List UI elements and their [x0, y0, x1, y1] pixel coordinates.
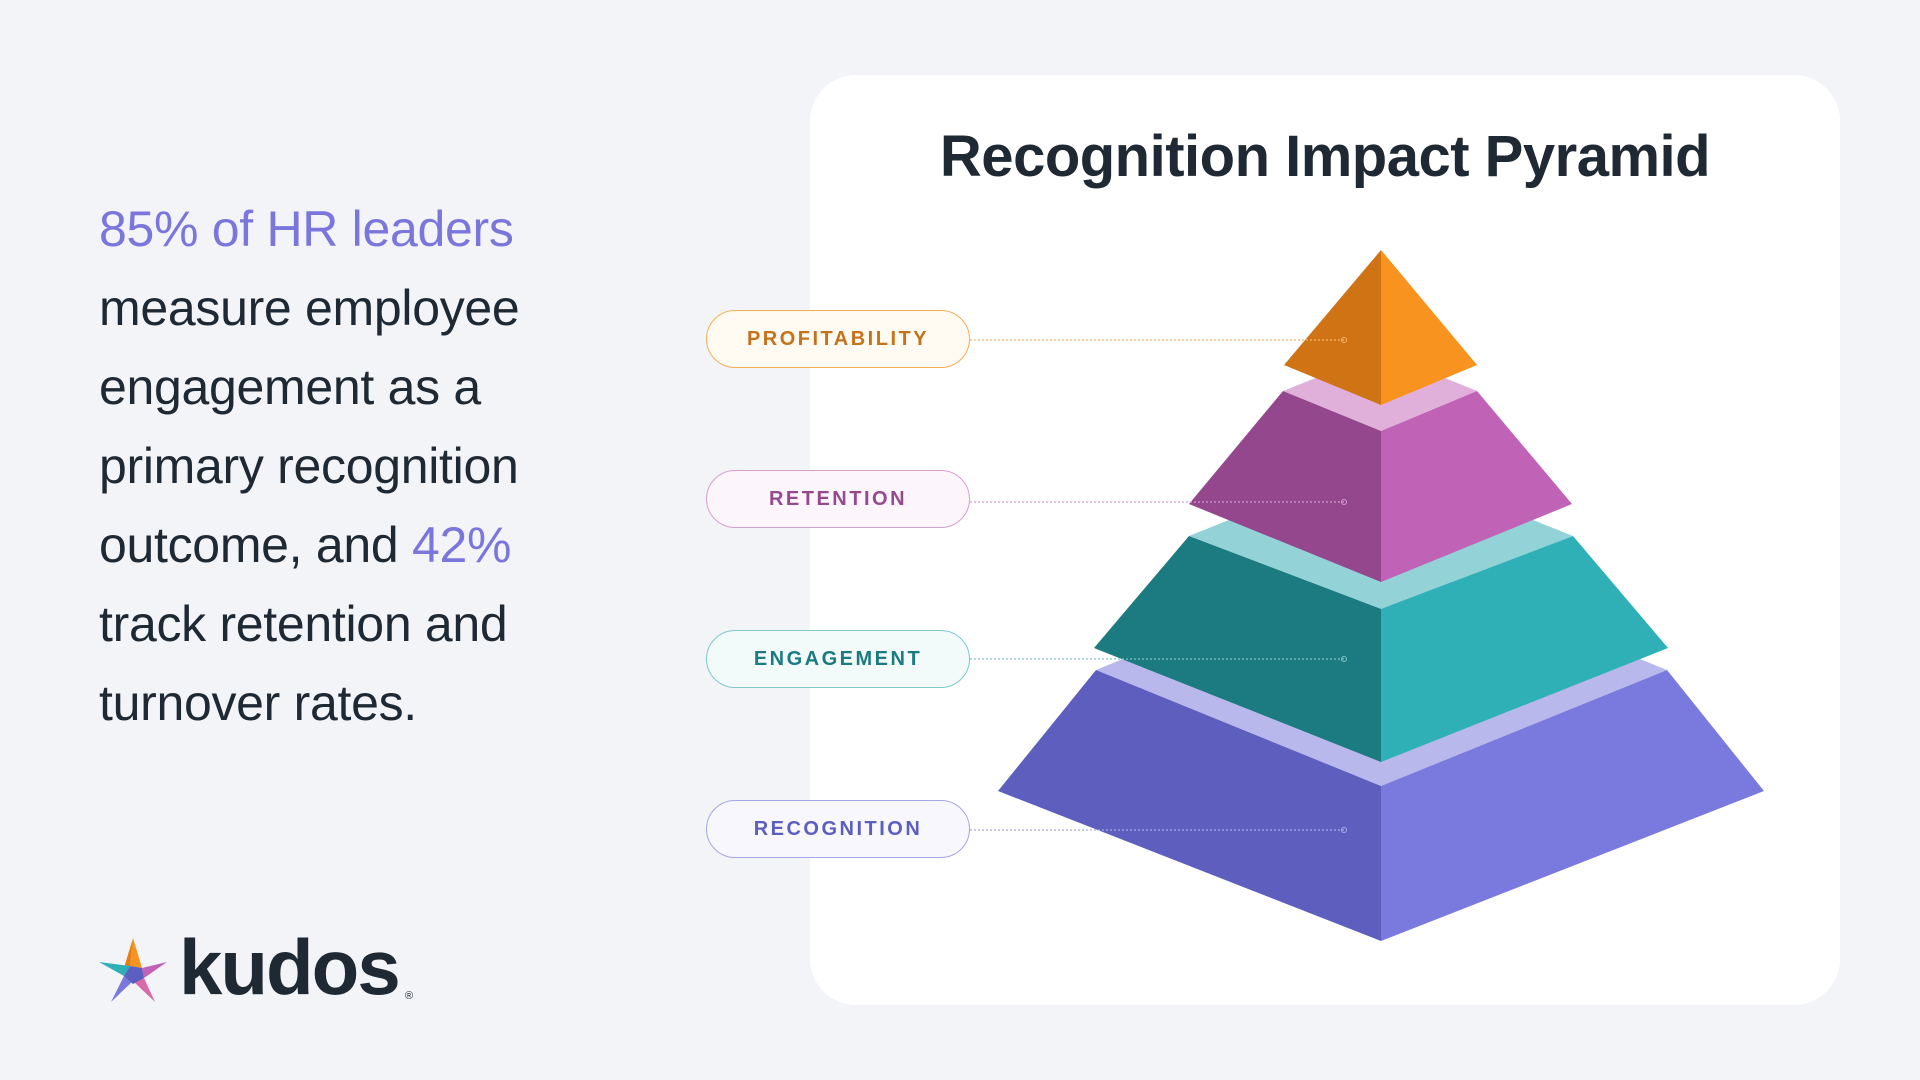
logo-wordmark: kudos — [179, 923, 401, 1011]
connector-dot-engagement — [1341, 656, 1347, 662]
label-retention: RETENTION — [706, 470, 970, 528]
connector-dot-recognition — [1341, 827, 1347, 833]
label-profitability: PROFITABILITY — [706, 310, 970, 368]
connector-dot-profitability — [1341, 337, 1347, 343]
stat-text-part-2: track retention and turnover rates. — [99, 596, 508, 731]
connector-dot-retention — [1341, 499, 1347, 505]
tier-engagement-right-face — [1381, 536, 1668, 762]
label-engagement: ENGAGEMENT — [706, 630, 970, 688]
statistic-text: 85% of HR leaders measure employee engag… — [99, 190, 619, 743]
tier-recognition-right-face — [1381, 670, 1764, 941]
tier-retention-right-face — [1381, 391, 1572, 582]
tier-recognition-left-face — [998, 670, 1381, 941]
tier-engagement-left-face — [1094, 536, 1381, 762]
stat-highlight-percent: 42% — [411, 517, 512, 573]
label-recognition: RECOGNITION — [706, 800, 970, 858]
stat-highlight-hr-leaders: 85% of HR leaders — [99, 201, 514, 257]
stat-text-part-1: measure employee engagement as a primary… — [99, 280, 520, 573]
tier-profitability-right-face — [1381, 250, 1477, 405]
star-logo-icon — [99, 938, 167, 1002]
kudos-logo: kudos ® — [97, 923, 437, 1011]
registered-mark: ® — [405, 990, 414, 1002]
tier-retention-left-face — [1189, 391, 1381, 582]
pyramid-title: Recognition Impact Pyramid — [939, 124, 1711, 189]
tier-profitability-left-face — [1284, 250, 1381, 405]
